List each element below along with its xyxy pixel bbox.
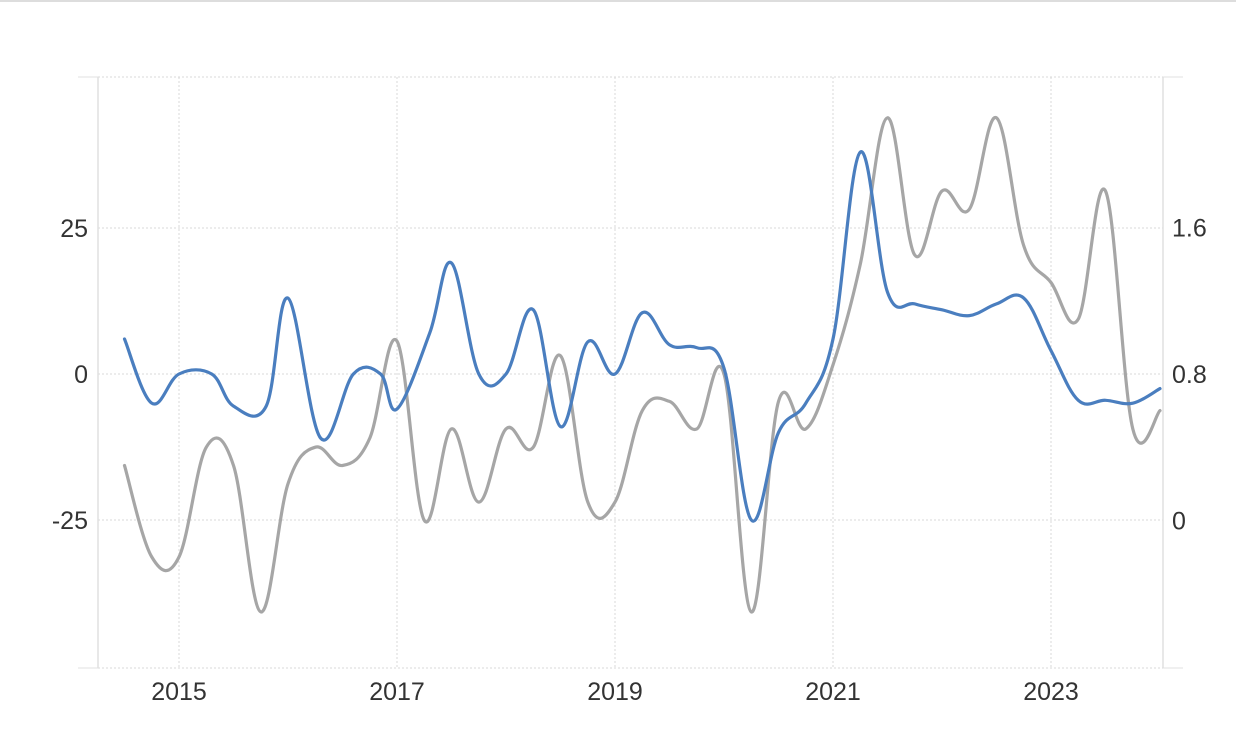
x-tick-label: 2017	[369, 678, 425, 706]
right-y-tick-label: 0	[1172, 507, 1186, 535]
left-y-axis-tick-labels: 25 0 -25	[52, 215, 88, 535]
x-tick-label: 2015	[151, 678, 207, 706]
plot-frame	[78, 76, 1183, 669]
series-lines	[122, 116, 1162, 614]
left-y-tick-label: -25	[52, 507, 88, 535]
left-y-tick-label: 0	[74, 361, 88, 389]
series-line-blue	[122, 150, 1162, 523]
x-tick-label: 2019	[587, 678, 643, 706]
right-y-tick-label: 1.6	[1172, 215, 1207, 243]
x-tick-label: 2023	[1023, 678, 1079, 706]
right-y-axis-tick-labels: 1.6 0.8 0	[1172, 215, 1207, 536]
x-tick-label: 2021	[805, 678, 861, 706]
top-border	[0, 0, 1236, 2]
x-axis-tick-labels: 2015 2017 2019 2021 2023	[151, 678, 1079, 706]
left-y-tick-label: 25	[60, 215, 88, 243]
right-y-tick-label: 0.8	[1172, 361, 1207, 389]
gridlines	[98, 76, 1163, 669]
series-line-grey	[122, 116, 1162, 614]
